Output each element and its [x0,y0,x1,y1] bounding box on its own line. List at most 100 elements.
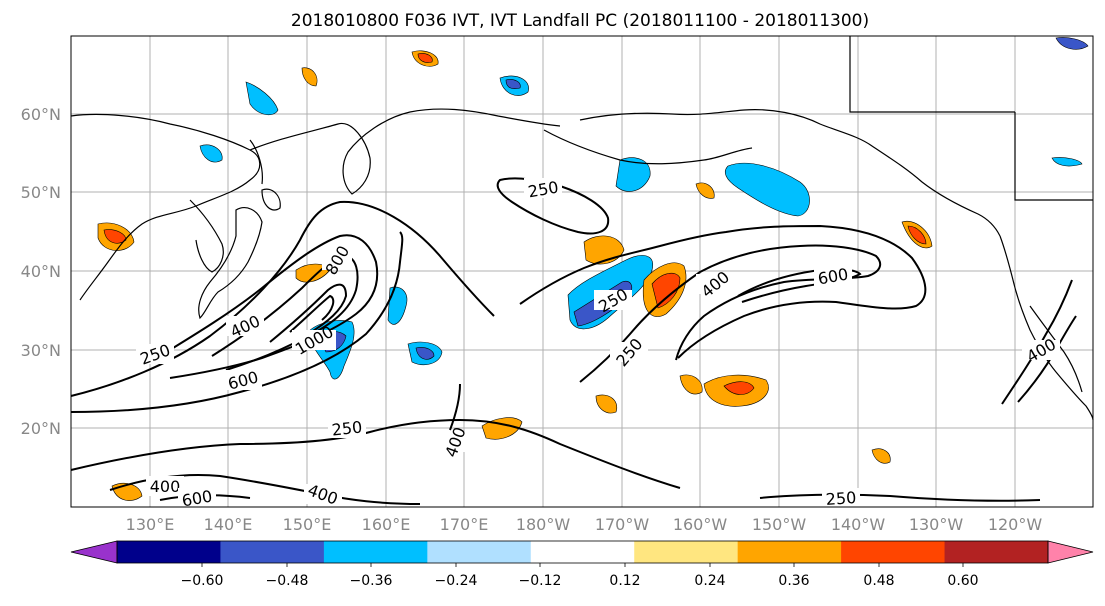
lon-label-130w: 130°W [909,515,964,534]
colorbar-label: −0.36 [350,573,393,589]
coast-japan-honshu [198,207,263,320]
colorbar-label: 0.36 [778,573,809,589]
colorbar-label: −0.60 [181,573,224,589]
map-panel: 250 250 250 250 250 250 400 400 400 400 … [70,35,1094,511]
pos-core-subtropical [723,381,755,395]
colorbar-label: −0.48 [266,573,309,589]
colorbar-segment [220,541,325,563]
colorbar-ticks [201,563,964,567]
lat-label-50n: 50°N [21,183,61,202]
pos-patch-tropical-a [595,394,618,414]
contour-800-japan [269,283,348,343]
contour-labels: 250 250 250 250 250 250 400 400 400 400 … [136,177,1060,511]
colorbar-segment [841,541,946,563]
pos-patch-east-tropical [871,448,891,464]
colorbar-segment [634,541,739,563]
colorbar-extension-high [1048,541,1093,563]
contour-label-bg [1022,340,1060,360]
lon-label-130e: 130°E [126,515,175,534]
colorbar-segment [427,541,532,563]
colorbar-segment [530,541,635,563]
contour-label-bg [594,290,632,310]
contour-label-bg [224,370,262,390]
contour-label-bg [146,476,184,496]
colorbar-frame [116,540,1049,564]
lat-label-20n: 20°N [21,419,61,438]
contour-label-bg [136,344,174,364]
neg-patch-nw-us [1051,157,1083,167]
contour-label-bg [524,178,562,198]
colorbar-label: 0.60 [947,573,978,589]
colorbar-label: 0.24 [694,573,725,589]
lat-label-30n: 30°N [21,341,61,360]
positive-shading [97,50,933,501]
map-frame [70,35,1094,508]
neg-core-canada [1055,37,1089,50]
colorbar-tick-labels: −0.60 −0.48 −0.36 −0.24 −0.12 0.12 0.24 … [181,573,979,589]
contour-250-subtropical [70,418,681,489]
colorbar-label: 0.48 [863,573,894,589]
colorbar-label: −0.12 [519,573,562,589]
neg-patch-kamchatka [245,81,279,116]
contour-label-bg [610,342,648,362]
pos-core-arctic-a [417,53,433,63]
contour-250-california [1001,279,1073,405]
lon-label-120w: 120°W [988,515,1043,534]
lon-label-140w: 140°W [831,515,886,534]
neg-patch-gulf [725,162,810,217]
lon-label-170w: 170°W [595,515,650,534]
neg-patch-east-japan [387,286,408,325]
pos-core-china [103,229,127,244]
contour-label-400-sw: 400 [150,477,181,496]
contour-label-bg [304,484,342,504]
pos-patch-tropical-b [679,374,703,395]
lon-label-180w: 180°W [516,515,571,534]
colorbar-segment [323,541,428,563]
chart-title: 2018010800 F036 IVT, IVT Landfall PC (20… [291,11,869,31]
pos-patch-siberia [301,67,318,87]
longitude-labels: 130°E 140°E 150°E 160°E 170°E 180°W 170°… [126,515,1043,534]
contour-label-bg [226,316,264,336]
latitude-labels: 60°N 50°N 40°N 30°N 20°N [21,105,61,438]
colorbar: −0.60 −0.48 −0.36 −0.24 −0.12 0.12 0.24 … [70,540,1094,589]
contour-label-bg [822,488,860,508]
colorbar-segment [117,541,221,563]
neg-core-aleutian [505,79,521,90]
ivt-contours [70,177,1077,505]
coast-baja [1029,305,1083,393]
contour-label-bg [814,266,852,286]
neg-patch-bering [615,157,651,192]
lat-label-40n: 40°N [21,262,61,281]
neg-core-central [415,347,435,360]
contour-label-bg [436,432,474,452]
coast-hokkaido [261,188,281,211]
coast-korea [189,199,224,273]
contour-label-bg [292,330,336,350]
lon-label-140e: 140°E [204,515,253,534]
coast-sakhalin [249,139,263,185]
contour-label-250-southeast: 250 [825,488,857,509]
contour-600-midpacific [737,268,862,303]
contour-400-central [449,383,461,431]
colorbar-extension-low [71,541,117,563]
contour-label-bg [696,274,734,294]
contour-250-japan-jet [70,200,495,397]
lon-label-170e: 170°E [440,515,489,534]
lon-label-160w: 160°W [673,515,728,534]
contour-250-japan-south [70,231,404,413]
contour-400-midpacific [579,244,882,383]
colorbar-label: −0.24 [435,573,478,589]
contour-250-se [759,493,1041,502]
lon-label-150e: 150°E [283,515,332,534]
colorbar-segment [944,541,1049,563]
contour-label-bg [178,488,216,508]
coast-aleutian-chain [543,129,753,165]
contour-label-bg [322,250,352,270]
lon-label-150w: 150°W [752,515,807,534]
lat-label-60n: 60°N [21,105,61,124]
coast-kamchatka-siberia [249,108,561,195]
pos-patch-gulf [695,182,715,199]
contour-label-250-subtropical: 250 [331,417,363,439]
